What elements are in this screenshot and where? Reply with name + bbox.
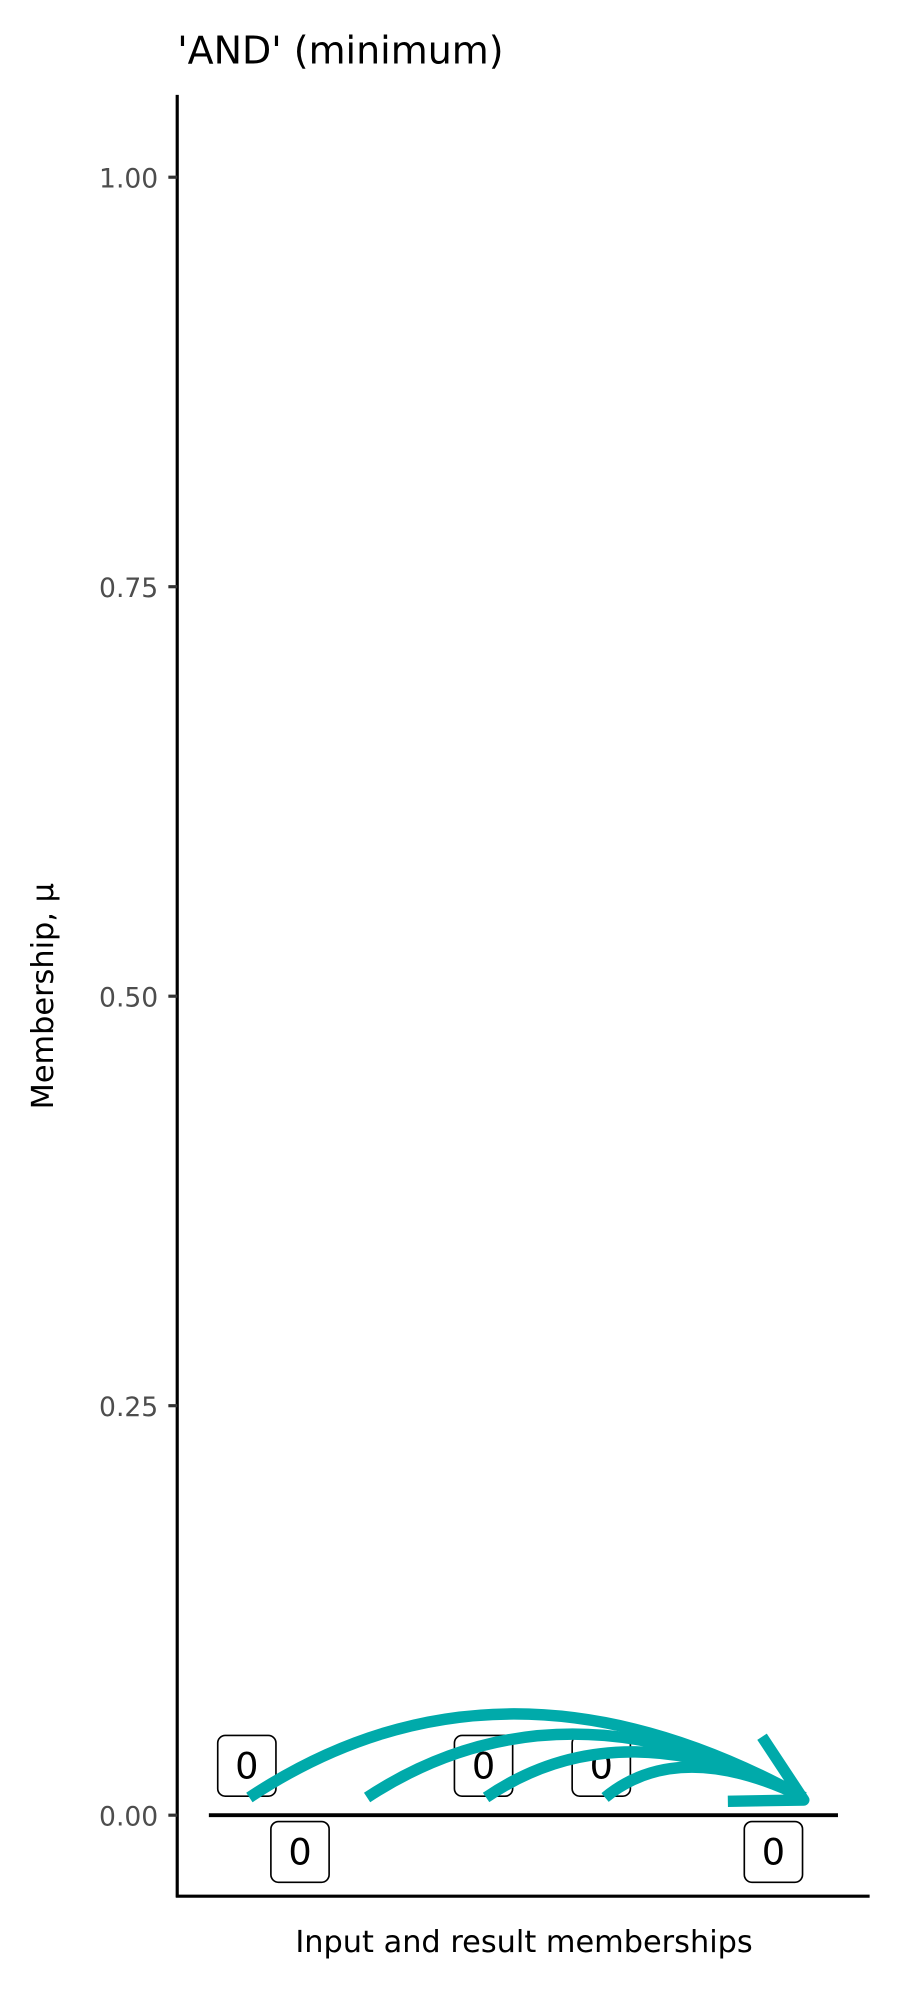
- svg-text:0: 0: [762, 1831, 785, 1874]
- y-tick-label: 0.25: [99, 1392, 158, 1423]
- y-axis-title: Membership, μ: [26, 883, 61, 1109]
- y-tick-label: 0.00: [99, 1801, 158, 1832]
- arrow-head: [727, 1733, 810, 1807]
- svg-text:0: 0: [235, 1744, 258, 1787]
- y-tick-label: 0.50: [99, 982, 158, 1013]
- input-label: 0: [453, 1734, 514, 1798]
- result-label: 0: [743, 1820, 804, 1884]
- input-label: 0: [216, 1734, 277, 1798]
- y-tick-label: 0.75: [99, 573, 158, 604]
- svg-text:0: 0: [288, 1831, 311, 1874]
- chart-title: 'AND' (minimum): [177, 28, 503, 72]
- x-axis-title: Input and result memberships: [295, 1925, 752, 1960]
- input-label: 0: [270, 1820, 330, 1884]
- y-tick-label: 1.00: [99, 163, 158, 194]
- svg-text:0: 0: [472, 1744, 495, 1787]
- input-arrow: [601, 1761, 807, 1803]
